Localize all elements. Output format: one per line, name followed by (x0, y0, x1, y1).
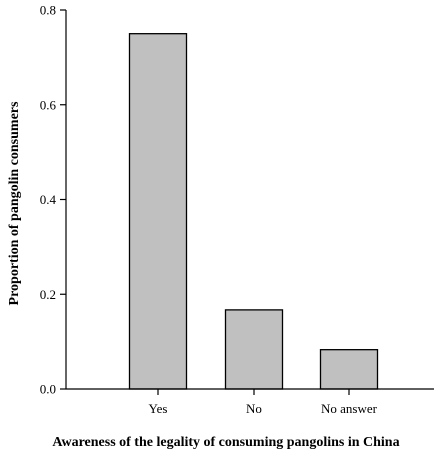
x-ticks: Yes No No answer (149, 389, 378, 416)
y-tick-label: 0.2 (40, 287, 56, 302)
x-axis-label: Awareness of the legality of consuming p… (52, 435, 399, 450)
y-tick-label: 0.0 (40, 382, 56, 397)
bar-no-answer (319, 349, 379, 390)
bar-yes (128, 33, 188, 390)
bar-no (224, 309, 284, 390)
x-tick-label: No (246, 401, 262, 416)
y-axis-label: Proportion of pangolin consumers (7, 101, 22, 305)
y-ticks: 0.0 0.2 0.4 0.6 0.8 (40, 3, 66, 397)
bars-group (128, 33, 379, 390)
x-tick-label: Yes (149, 401, 168, 416)
x-tick-label: No answer (321, 401, 378, 416)
y-tick-label: 0.4 (40, 192, 57, 207)
y-tick-label: 0.8 (40, 3, 56, 18)
y-tick-label: 0.6 (40, 97, 57, 112)
